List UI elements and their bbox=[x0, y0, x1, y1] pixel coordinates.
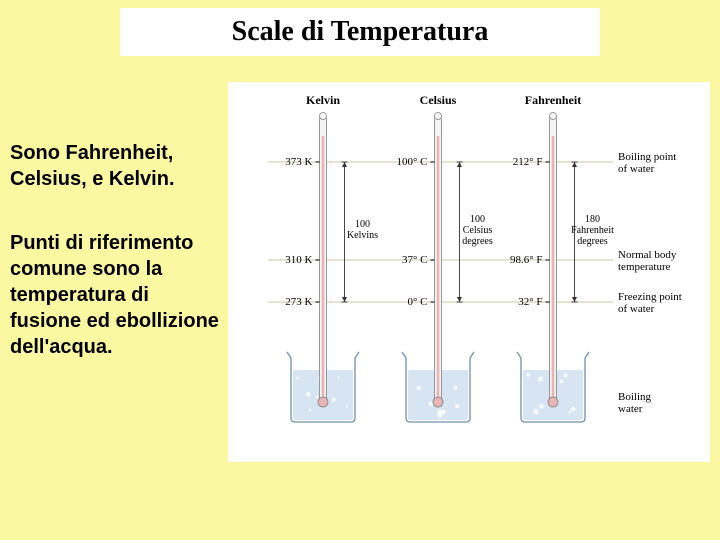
svg-text:Freezing point: Freezing point bbox=[618, 291, 682, 303]
paragraph-2: Punti di riferimento comune sono la temp… bbox=[10, 230, 220, 360]
svg-text:degrees: degrees bbox=[462, 236, 493, 247]
svg-text:degrees: degrees bbox=[577, 236, 608, 247]
thermometer-diagram: Kelvin373 K310 K273 K100KelvinsCelsius10… bbox=[228, 82, 710, 462]
svg-text:Kelvins: Kelvins bbox=[347, 230, 378, 241]
svg-text:of water: of water bbox=[618, 163, 655, 175]
svg-text:100° C: 100° C bbox=[397, 156, 428, 168]
paragraph-1: Sono Fahrenheit, Celsius, e Kelvin. bbox=[10, 140, 220, 192]
svg-text:310 K: 310 K bbox=[285, 254, 312, 266]
svg-text:Normal body: Normal body bbox=[618, 249, 677, 261]
svg-text:273 K: 273 K bbox=[285, 296, 312, 308]
svg-text:180: 180 bbox=[585, 214, 600, 225]
svg-text:Kelvin: Kelvin bbox=[306, 93, 340, 107]
svg-text:water: water bbox=[618, 403, 643, 415]
page-title: Scale di Temperatura bbox=[232, 16, 489, 48]
svg-text:Celsius: Celsius bbox=[420, 93, 457, 107]
svg-text:32° F: 32° F bbox=[518, 296, 542, 308]
svg-text:Celsius: Celsius bbox=[463, 225, 493, 236]
svg-text:100: 100 bbox=[470, 214, 485, 225]
svg-text:Fahrenheit: Fahrenheit bbox=[525, 93, 581, 107]
svg-text:373 K: 373 K bbox=[285, 156, 312, 168]
svg-text:Boiling: Boiling bbox=[618, 391, 652, 403]
svg-text:of water: of water bbox=[618, 303, 655, 315]
title-box: Scale di Temperatura bbox=[120, 8, 600, 56]
svg-text:37° C: 37° C bbox=[402, 254, 428, 266]
svg-text:98.6° F: 98.6° F bbox=[510, 254, 543, 266]
svg-text:100: 100 bbox=[355, 219, 370, 230]
svg-text:temperature: temperature bbox=[618, 261, 671, 273]
svg-text:0° C: 0° C bbox=[408, 296, 428, 308]
svg-text:Fahrenheit: Fahrenheit bbox=[571, 225, 614, 236]
svg-text:Boiling point: Boiling point bbox=[618, 151, 676, 163]
svg-text:212° F: 212° F bbox=[513, 156, 543, 168]
